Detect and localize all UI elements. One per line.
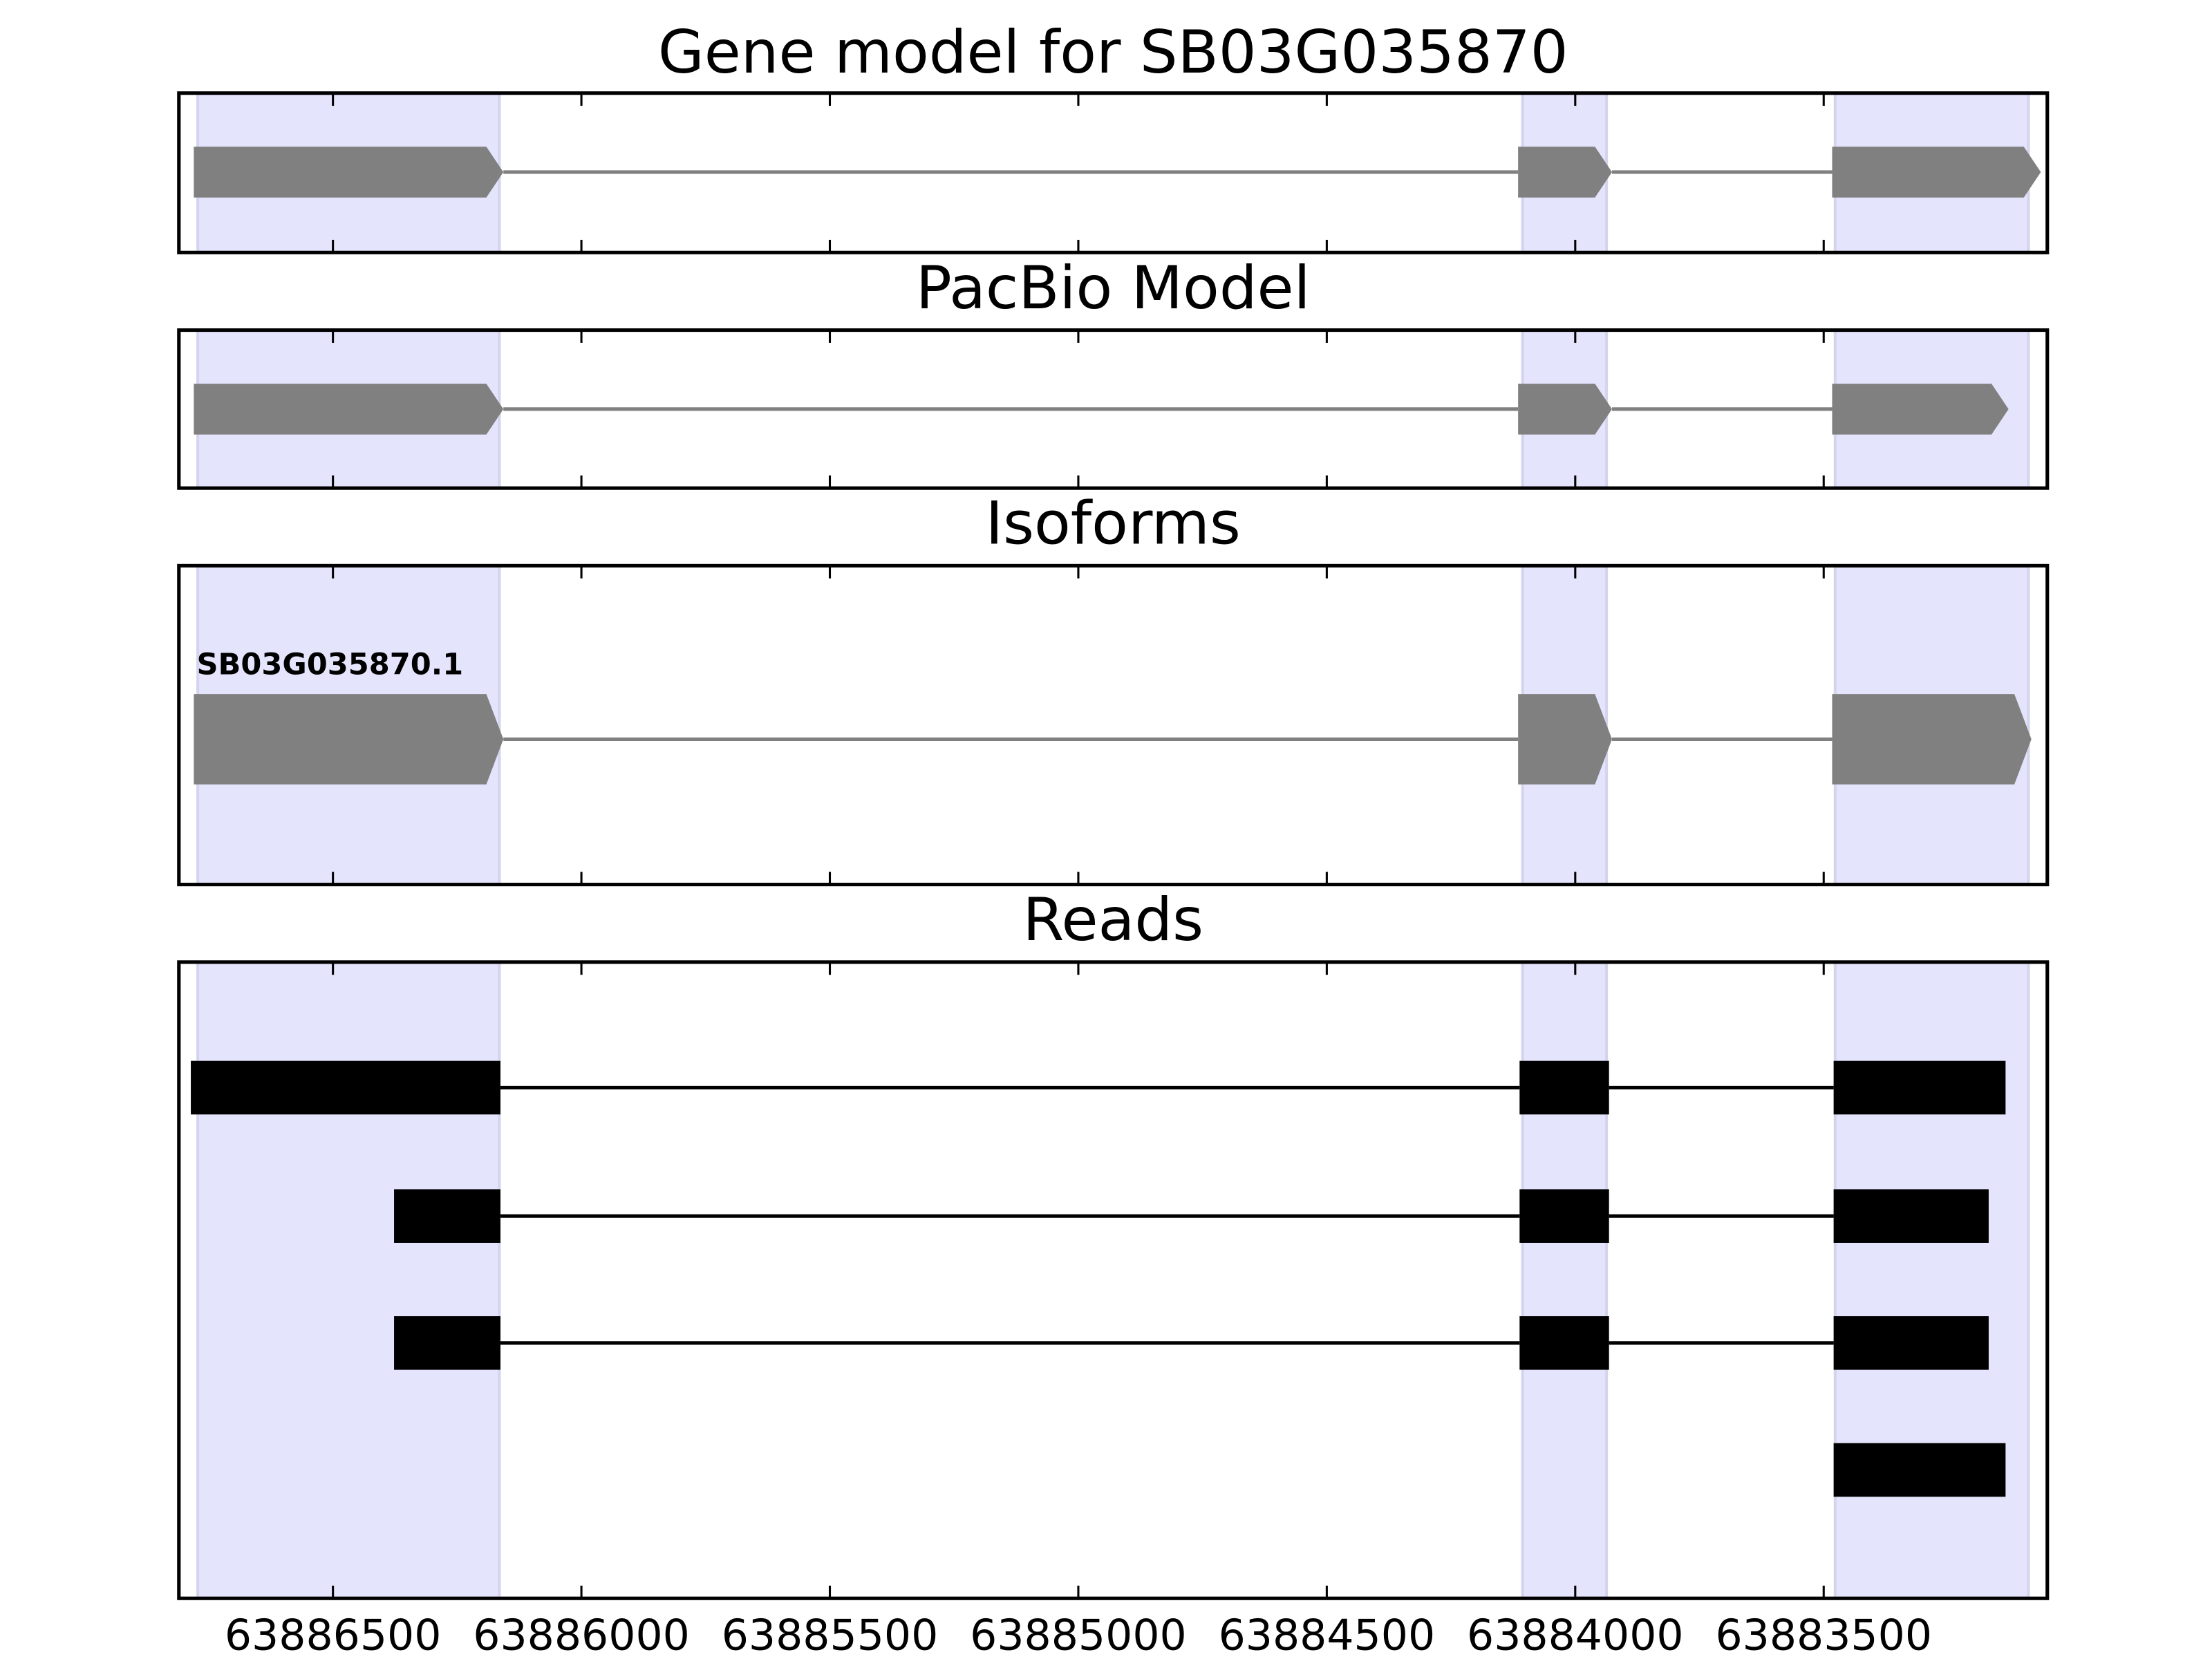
exon-highlight [1521, 960, 1609, 1600]
exon [194, 694, 504, 785]
read-block [394, 1189, 500, 1243]
exon [1832, 694, 2032, 785]
exon [194, 147, 504, 198]
panel-title: Reads [1022, 885, 1203, 955]
read-block [394, 1316, 500, 1370]
read-block [1519, 1189, 1609, 1243]
exon [1518, 147, 1613, 198]
exon [1832, 384, 2009, 435]
read-block [1519, 1060, 1609, 1115]
exon [1832, 147, 2041, 198]
exon [1518, 384, 1613, 435]
read-block [191, 1060, 500, 1115]
panel-frame [177, 91, 2050, 254]
x-tick-label: 63886500 [225, 1611, 442, 1659]
x-tick-label: 63884500 [1219, 1611, 1436, 1659]
panel-frame [177, 960, 2050, 1600]
x-tick-label: 63883500 [1715, 1611, 1932, 1659]
panel-title: Isoforms [986, 489, 1241, 559]
x-tick-label: 63885000 [970, 1611, 1187, 1659]
read-block [1833, 1189, 1989, 1243]
read-block [1833, 1316, 1989, 1370]
read-block [1519, 1316, 1609, 1370]
panel-title: PacBio Model [916, 254, 1311, 323]
read-block [1833, 1060, 2006, 1115]
panel-frame [177, 328, 2050, 490]
panel-frame [177, 563, 2050, 887]
x-tick-label: 63885500 [722, 1611, 939, 1659]
exon-highlight [196, 960, 501, 1600]
x-tick-label: 63884000 [1467, 1611, 1684, 1659]
exon [1518, 694, 1613, 785]
read-block [1833, 1443, 2006, 1497]
isoform-label: SB03G035870.1 [196, 648, 463, 682]
exon-highlight [1833, 960, 2030, 1600]
exon [194, 384, 504, 435]
panel-title: Gene model for SB03G035870 [658, 18, 1568, 87]
x-tick-label: 63886000 [473, 1611, 690, 1659]
